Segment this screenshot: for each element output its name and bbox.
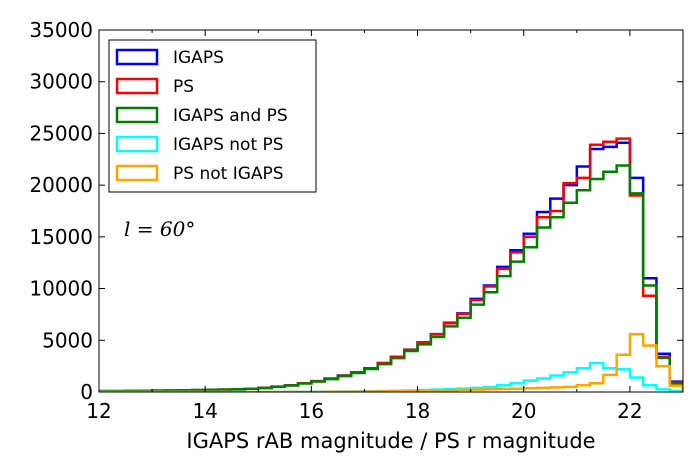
x-tick-label-14: 14 [192,399,217,423]
y-tick-label-25000: 25000 [29,121,93,145]
y-tick-label-15000: 15000 [29,225,93,249]
series-igaps-and-ps [99,164,683,392]
x-tick-label-20: 20 [511,399,536,423]
y-tick-label-30000: 30000 [29,70,93,94]
legend-label-igaps: IGAPS [173,48,224,68]
plot-frame [98,29,684,393]
y-tick-label-0: 0 [80,380,93,404]
legend-label-ps-not-igaps: PS not IGAPS [173,164,284,184]
legend-entries: IGAPS PS IGAPS and PS IGAPS not PS PS not IG… [115,48,288,184]
ticks-layer: 12 14 16 18 20 22 0 5000 10000 15000 20000 25000 300… [29,18,684,423]
y-tick-label-5000: 5000 [42,328,93,352]
y-tick-label-20000: 20000 [29,173,93,197]
x-tick-label-18: 18 [405,399,430,423]
legend-swatch-igaps-not-ps [115,135,159,153]
y-tick-label-10000: 10000 [29,277,93,301]
annotation-l-60: l = 60° [124,217,195,241]
series-layer [99,137,683,392]
x-tick-label-22: 22 [617,399,642,423]
legend-label-ps: PS [173,77,194,97]
series-ps-not-igaps [99,332,683,392]
y-tick-label-35000: 35000 [29,18,93,42]
legend-label-igaps-not-ps: IGAPS not PS [173,135,284,155]
legend-swatch-ps [115,77,159,95]
legend-label-igaps-and-ps: IGAPS and PS [173,106,288,126]
legend-swatch-igaps-and-ps [115,106,159,124]
x-tick-label-16: 16 [299,399,324,423]
legend-swatch-ps-not-igaps [115,164,159,182]
legend: IGAPS PS IGAPS and PS IGAPS not PS PS not IG… [108,39,317,193]
x-tick-label-12: 12 [86,399,111,423]
legend-swatch-igaps [115,48,159,66]
x-axis-label: IGAPS rAB magnitude / PS r magnitude [186,429,595,453]
series-igaps-not-ps [99,361,683,392]
